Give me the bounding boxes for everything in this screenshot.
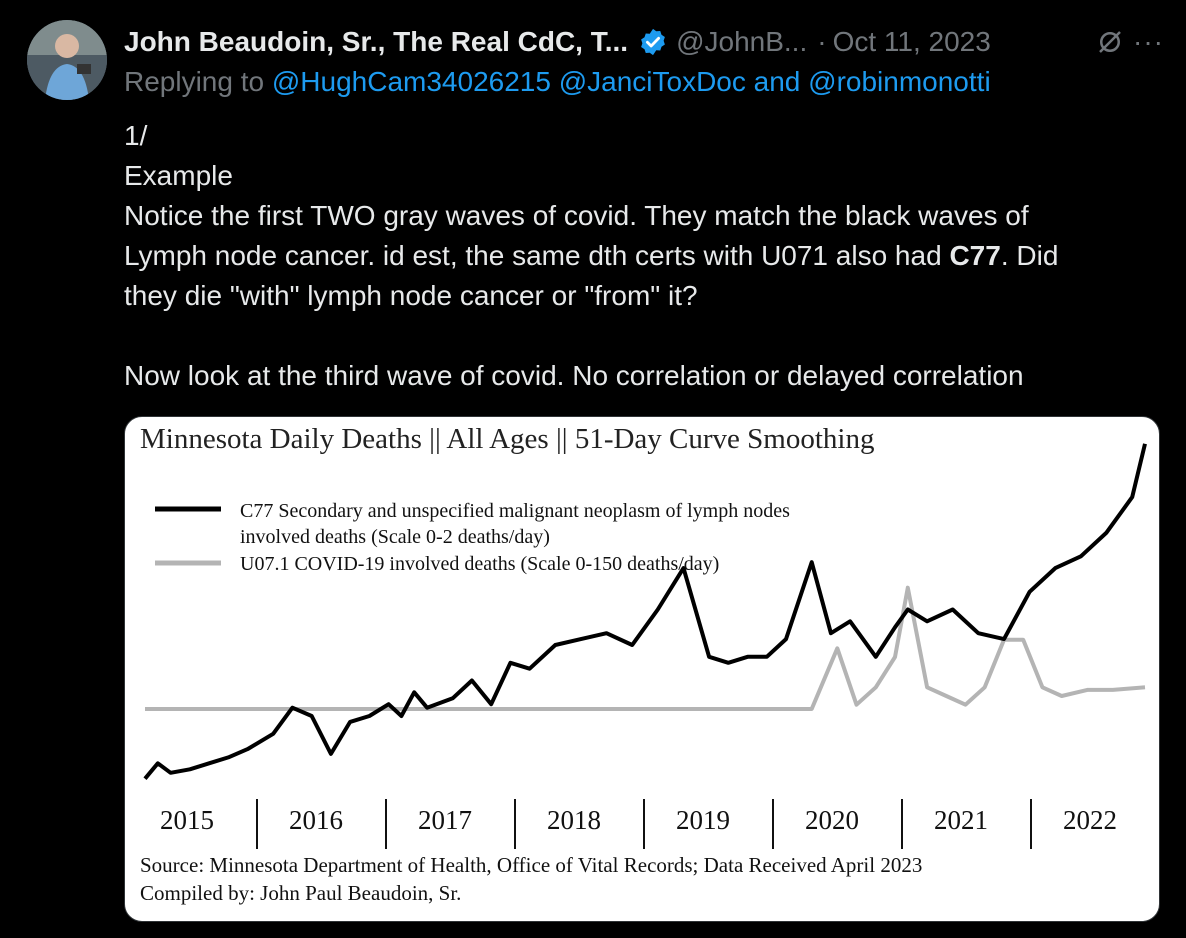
x-tick-label: 2021: [934, 805, 988, 835]
tweet-line: they die "with" lymph node cancer or "fr…: [124, 280, 698, 311]
more-icon[interactable]: ···: [1133, 26, 1164, 57]
tweet-line: Lymph node cancer. id est, the same dth …: [124, 240, 950, 271]
chart-compiled-by: Compiled by: John Paul Beaudoin, Sr.: [140, 881, 462, 905]
chart-title: Minnesota Daily Deaths || All Ages || 51…: [140, 423, 875, 455]
tweet-line: Now look at the third wave of covid. No …: [124, 360, 1024, 391]
tweet-header: John Beaudoin, Sr., The Real CdC, T... @…: [124, 20, 1164, 64]
x-tick-label: 2017: [418, 805, 472, 835]
tweet-bold-code: C77: [949, 240, 1001, 271]
verified-badge-icon: [638, 27, 668, 57]
x-tick-label: 2019: [676, 805, 730, 835]
author-handle[interactable]: @JohnB...: [676, 26, 808, 57]
reply-mention[interactable]: @HughCam34026215: [271, 66, 551, 97]
grok-icon[interactable]: [1095, 27, 1125, 57]
legend-label: U07.1 COVID-19 involved deaths (Scale 0-…: [240, 553, 719, 575]
x-tick-label: 2020: [805, 805, 859, 835]
x-tick-label: 2018: [547, 805, 601, 835]
reply-and[interactable]: and: [753, 66, 801, 97]
x-tick-label: 2016: [289, 805, 343, 835]
tweet-blank-line: [124, 316, 1164, 356]
tweet-line: . Did: [1000, 240, 1059, 271]
x-tick-label: 2015: [160, 805, 214, 835]
author-name[interactable]: John Beaudoin, Sr., The Real CdC, T...: [124, 26, 629, 57]
separator-dot: ·: [817, 26, 827, 57]
avatar-photo: [27, 20, 107, 100]
x-tick-label: 2022: [1063, 805, 1117, 835]
tweet-line: 1/: [124, 120, 148, 151]
series-line-c77: [143, 443, 1147, 780]
tweet-line: Notice the first TWO gray waves of covid…: [124, 200, 1029, 231]
replying-to: Replying to @HughCam34026215 @JanciToxDo…: [124, 66, 991, 98]
tweet-body: 1/ Example Notice the first TWO gray wav…: [124, 116, 1164, 396]
chart-plot: C77 Secondary and unspecified malignant …: [143, 443, 1147, 849]
legend-label: involved deaths (Scale 0-2 deaths/day): [240, 526, 550, 548]
tweet-date[interactable]: Oct 11, 2023: [832, 26, 991, 57]
chart-image-card[interactable]: Minnesota Daily Deaths || All Ages || 51…: [124, 416, 1160, 922]
replying-prefix: Replying to: [124, 66, 265, 97]
reply-mention[interactable]: @JanciToxDoc: [558, 66, 746, 97]
reply-mention[interactable]: @robinmonotti: [808, 66, 991, 97]
avatar[interactable]: [27, 20, 107, 100]
tweet-line-composite: Lymph node cancer. id est, the same dth …: [124, 236, 1164, 276]
legend-label: C77 Secondary and unspecified malignant …: [240, 500, 790, 522]
chart-source: Source: Minnesota Department of Health, …: [140, 853, 923, 877]
series-line-covid: [145, 585, 1146, 711]
tweet-line: Example: [124, 160, 233, 191]
